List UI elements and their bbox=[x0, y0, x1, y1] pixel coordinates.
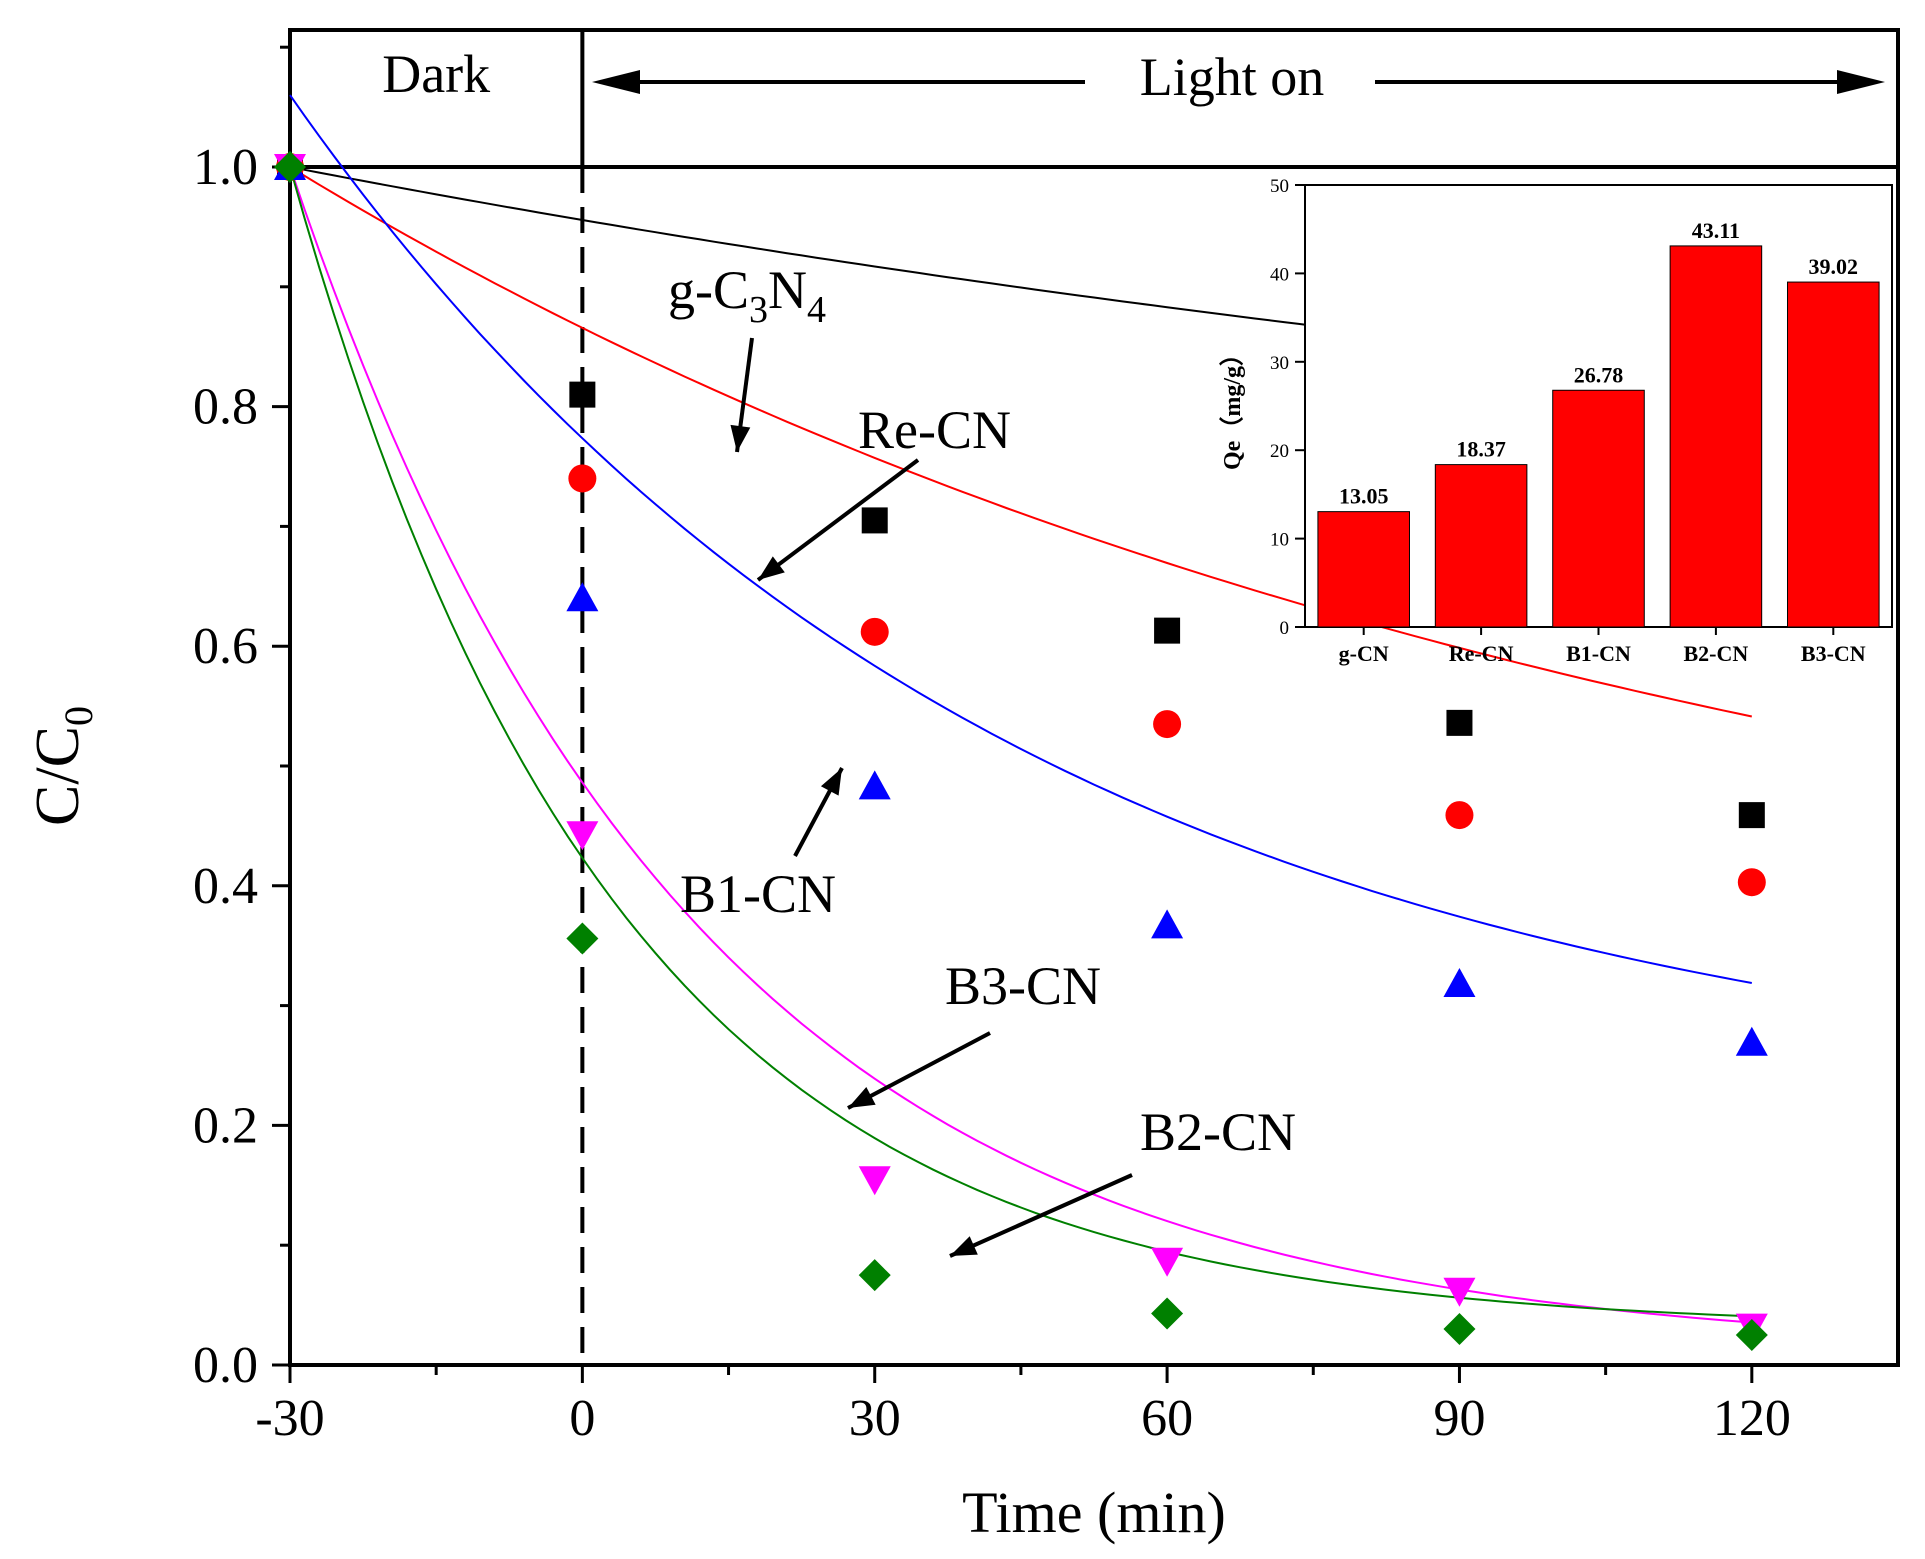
annotation-b1-cn: B1-CN bbox=[680, 864, 836, 924]
y-axis-title-sub: 0 bbox=[56, 706, 101, 726]
data-point-s4-p5 bbox=[1443, 1277, 1476, 1307]
data-point-s4-p4 bbox=[1151, 1247, 1184, 1277]
inset-y-tick-label: 40 bbox=[1270, 264, 1289, 285]
data-point-s2-p6 bbox=[1737, 868, 1766, 897]
y-tick-label: 0.6 bbox=[193, 618, 258, 675]
y-axis-title-main: C/C bbox=[24, 726, 92, 826]
x-tick-label: 120 bbox=[1713, 1390, 1791, 1447]
inset-y-tick-label: 30 bbox=[1270, 353, 1289, 374]
x-tick-label: 90 bbox=[1433, 1390, 1485, 1447]
inset-y-tick-label: 0 bbox=[1280, 618, 1290, 639]
data-point-s5-p3 bbox=[858, 1259, 891, 1292]
x-tick-label: 0 bbox=[569, 1390, 595, 1447]
y-tick-label: 0.4 bbox=[193, 858, 258, 915]
inset-bar-value-label: 26.78 bbox=[1574, 362, 1624, 387]
inset-x-tick-label: B1-CN bbox=[1566, 641, 1631, 666]
inset-x-tick-label: Re-CN bbox=[1449, 641, 1514, 666]
inset-bar-g-cn bbox=[1317, 511, 1410, 628]
inset-x-tick-label: B3-CN bbox=[1801, 641, 1866, 666]
data-point-s1-p2 bbox=[569, 381, 596, 408]
data-point-s3-p4 bbox=[1151, 909, 1184, 939]
annotation-re-cn: Re-CN bbox=[858, 400, 1011, 460]
data-point-s5-p6 bbox=[1735, 1319, 1768, 1352]
data-point-s2-p2 bbox=[568, 464, 597, 493]
inset-bar-value-label: 18.37 bbox=[1456, 437, 1506, 462]
data-point-s2-p3 bbox=[860, 617, 889, 646]
dark-label: Dark bbox=[382, 44, 490, 104]
data-point-s2-p4 bbox=[1153, 710, 1182, 739]
inset-y-tick-label: 20 bbox=[1270, 441, 1289, 462]
data-point-s4-p3 bbox=[858, 1166, 891, 1196]
x-tick-label: 30 bbox=[849, 1390, 901, 1447]
data-point-s5-p2 bbox=[566, 922, 599, 955]
annotation-b3-cn: B3-CN bbox=[945, 956, 1101, 1016]
inset-y-tick-label: 10 bbox=[1270, 530, 1289, 551]
arrow-b3-cn-head bbox=[848, 1087, 876, 1108]
data-point-s2-p5 bbox=[1445, 801, 1474, 830]
inset-x-tick-label: g-CN bbox=[1339, 641, 1389, 666]
arrow-b2-cn-shaft bbox=[949, 1173, 1133, 1258]
fit-line-2 bbox=[289, 166, 1753, 718]
data-point-s5-p1 bbox=[274, 151, 306, 183]
light-arrow-left-head bbox=[592, 70, 640, 94]
inset-bar-b1-cn bbox=[1552, 389, 1645, 628]
y-tick-label: 0.0 bbox=[193, 1337, 258, 1394]
data-point-s3-p3 bbox=[858, 770, 891, 800]
annotation-g-c3n4-prefix: g-C bbox=[668, 260, 749, 320]
inset-x-tick-label: B2-CN bbox=[1684, 641, 1749, 666]
data-point-s5-p5 bbox=[1443, 1313, 1476, 1346]
x-tick-label: 60 bbox=[1141, 1390, 1193, 1447]
inset-bar-value-label: 13.05 bbox=[1339, 484, 1389, 509]
inset-bar-re-cn bbox=[1434, 464, 1528, 628]
annotation-b2-cn: B2-CN bbox=[1140, 1102, 1296, 1162]
fit-line-4 bbox=[289, 166, 1752, 1324]
arrow-b2-cn-head bbox=[950, 1236, 978, 1256]
arrow-re-cn-shaft bbox=[756, 458, 920, 582]
fit-line-3 bbox=[289, 94, 1752, 984]
data-point-s1-p5 bbox=[1446, 709, 1473, 736]
x-tick-label: -30 bbox=[255, 1390, 324, 1447]
arrow-re-cn-head bbox=[758, 556, 785, 580]
annotation-g-c3n4: g-C3N4 bbox=[668, 260, 826, 331]
y-tick-label: 1.0 bbox=[193, 139, 258, 196]
annotation-g-c3n4-sub2: 4 bbox=[807, 289, 826, 331]
light-on-label: Light on bbox=[1140, 47, 1325, 107]
inset-y-tick-label: 50 bbox=[1270, 176, 1289, 197]
annotation-g-c3n4-mid: N bbox=[768, 260, 807, 320]
plot-frame bbox=[288, 28, 1900, 1367]
y-axis-title: C/C0 bbox=[24, 706, 101, 826]
data-point-s5-p4 bbox=[1151, 1297, 1184, 1330]
data-point-s3-p2 bbox=[566, 582, 599, 612]
y-tick-label: 0.8 bbox=[193, 379, 258, 436]
y-tick-label: 0.2 bbox=[193, 1097, 258, 1154]
arrow-b3-cn-shaft bbox=[847, 1031, 991, 1110]
data-point-s1-p4 bbox=[1154, 617, 1181, 644]
light-arrow-right-head bbox=[1837, 70, 1885, 94]
inset-bar-value-label: 43.11 bbox=[1692, 218, 1740, 243]
x-axis-title: Time (min) bbox=[962, 1480, 1226, 1545]
annotation-g-c3n4-sub1: 3 bbox=[749, 289, 768, 331]
arrow-g-c3n4-head bbox=[730, 424, 751, 452]
data-point-s4-p2 bbox=[566, 821, 599, 851]
inset-y-axis-title: Qe（mg/g） bbox=[1219, 342, 1246, 470]
arrow-b1-cn-head bbox=[820, 768, 842, 796]
data-point-s3-p5 bbox=[1443, 968, 1476, 998]
data-point-s3-p6 bbox=[1735, 1026, 1768, 1056]
data-point-s1-p6 bbox=[1738, 802, 1765, 829]
data-point-s1-p3 bbox=[861, 507, 888, 534]
inset-bar-b2-cn bbox=[1669, 245, 1763, 628]
inset-bar-b3-cn bbox=[1787, 281, 1880, 628]
inset-bar-value-label: 39.02 bbox=[1809, 254, 1859, 279]
fit-line-5 bbox=[289, 166, 1752, 1318]
